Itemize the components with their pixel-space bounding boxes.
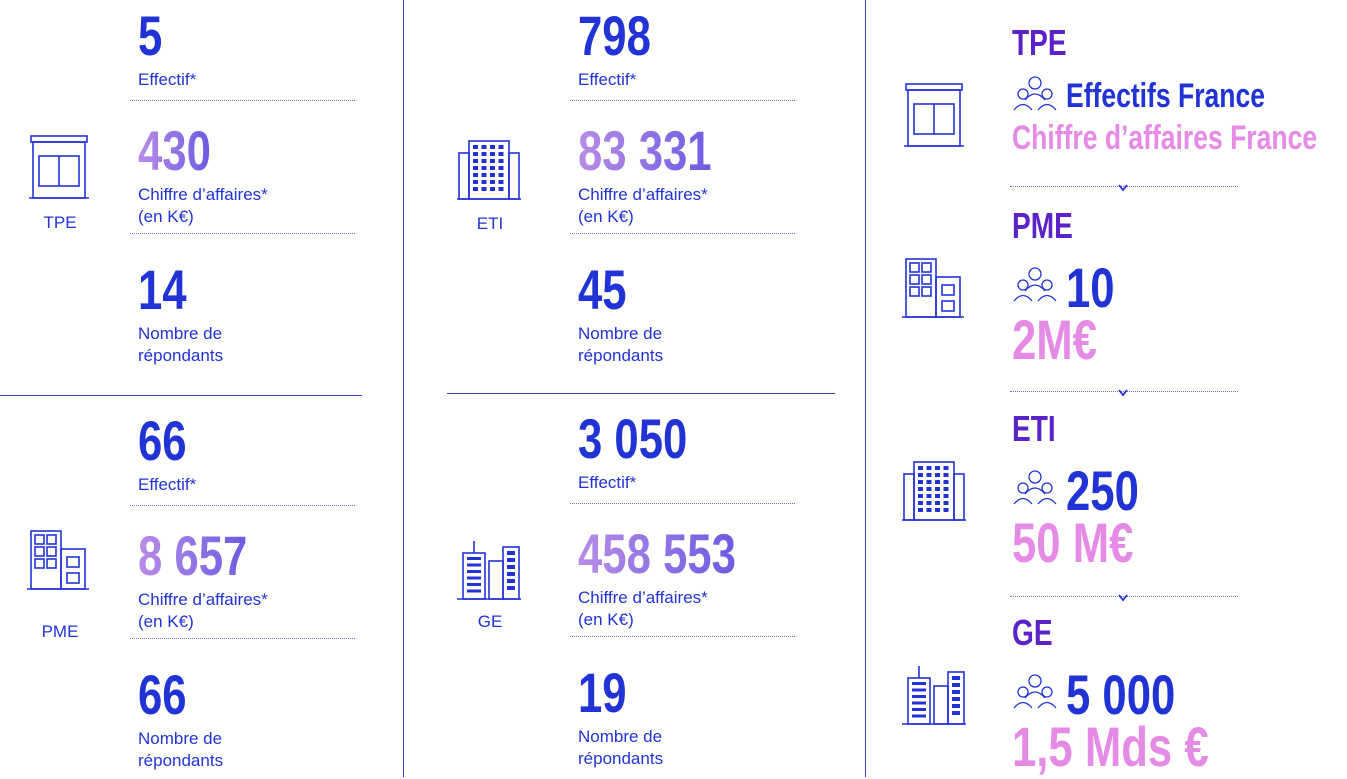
panel-label: ETI — [476, 214, 504, 233]
building-icon — [904, 83, 964, 147]
stat-value: 458 553 — [578, 522, 736, 585]
separator — [130, 505, 355, 506]
building-icon — [457, 541, 521, 600]
chevron — [1118, 389, 1128, 397]
stat-value: 430 — [138, 119, 211, 182]
separator — [570, 636, 795, 637]
stat-label: (en K€) — [578, 207, 634, 226]
stat-label: Chiffre d’affaires* — [578, 588, 708, 607]
stat-value: 83 331 — [578, 119, 712, 182]
stat-value: 3 050 — [578, 407, 688, 470]
building-icon — [902, 258, 964, 318]
tier-name: GE — [1012, 612, 1053, 653]
stat-value: 8 657 — [138, 524, 248, 587]
stat-label: répondants — [138, 346, 224, 365]
building-icon — [902, 461, 966, 521]
building-icon — [902, 666, 966, 725]
people-icon — [1013, 267, 1057, 302]
stat-value: 66 — [138, 409, 187, 472]
separator — [1010, 596, 1238, 597]
stat-label: Nombre de — [578, 727, 663, 746]
stat-label: Chiffre d’affaires* — [138, 185, 268, 204]
divider — [403, 0, 404, 777]
tier-revenue: 1,5 Mds € — [1012, 715, 1209, 778]
separator — [570, 503, 795, 504]
separator — [130, 100, 355, 101]
divider — [447, 393, 835, 394]
tier-revenue: 50 M€ — [1012, 511, 1134, 574]
chevron — [1118, 184, 1128, 192]
building-icon — [29, 135, 89, 199]
stat-label: Effectif* — [138, 475, 197, 494]
people-icon — [1013, 470, 1057, 505]
stat-label: Nombre de — [578, 324, 663, 343]
stat-label: Effectif* — [578, 70, 637, 89]
stat-label: Chiffre d’affaires* — [138, 590, 268, 609]
stat-label: répondants — [138, 751, 224, 770]
chevron — [1118, 594, 1128, 602]
panel-label: TPE — [43, 213, 77, 232]
separator — [130, 233, 355, 234]
separator — [1010, 186, 1238, 187]
people-icon — [1013, 674, 1057, 709]
panel-label: GE — [477, 612, 503, 631]
panel-label: PME — [41, 622, 79, 641]
separator — [1010, 391, 1238, 392]
tier-revenue: Chiffre d’affaires France — [1012, 119, 1318, 157]
stat-label: répondants — [578, 346, 664, 365]
separator — [130, 638, 355, 639]
tier-name: TPE — [1012, 22, 1067, 63]
stat-label: Effectif* — [138, 70, 197, 89]
stat-label: Chiffre d’affaires* — [578, 185, 708, 204]
divider — [0, 395, 362, 396]
stat-value: 45 — [578, 258, 627, 321]
stat-label: (en K€) — [138, 612, 194, 631]
stat-label: Nombre de — [138, 729, 223, 748]
stat-value: 14 — [138, 258, 187, 321]
tier-headcount: 250 — [1066, 459, 1139, 522]
stat-label: (en K€) — [138, 207, 194, 226]
tier-name: ETI — [1012, 408, 1056, 449]
tier-headcount: 5 000 — [1066, 663, 1176, 726]
stat-label: Nombre de — [138, 324, 223, 343]
stat-label: répondants — [578, 749, 664, 768]
separator — [570, 100, 795, 101]
stat-value: 798 — [578, 4, 651, 67]
tier-name: PME — [1012, 205, 1073, 246]
divider — [865, 0, 866, 777]
tier-headcount: 10 — [1066, 256, 1115, 319]
people-icon — [1013, 76, 1057, 111]
stat-value: 5 — [138, 4, 163, 67]
separator — [570, 233, 795, 234]
building-icon — [27, 530, 89, 590]
stat-value: 66 — [138, 663, 187, 726]
tier-revenue: 2M€ — [1012, 308, 1097, 371]
stat-value: 19 — [578, 661, 627, 724]
tier-headcount: Effectifs France — [1066, 77, 1265, 115]
stat-label: Effectif* — [578, 473, 637, 492]
stat-label: (en K€) — [578, 610, 634, 629]
building-icon — [457, 140, 521, 200]
